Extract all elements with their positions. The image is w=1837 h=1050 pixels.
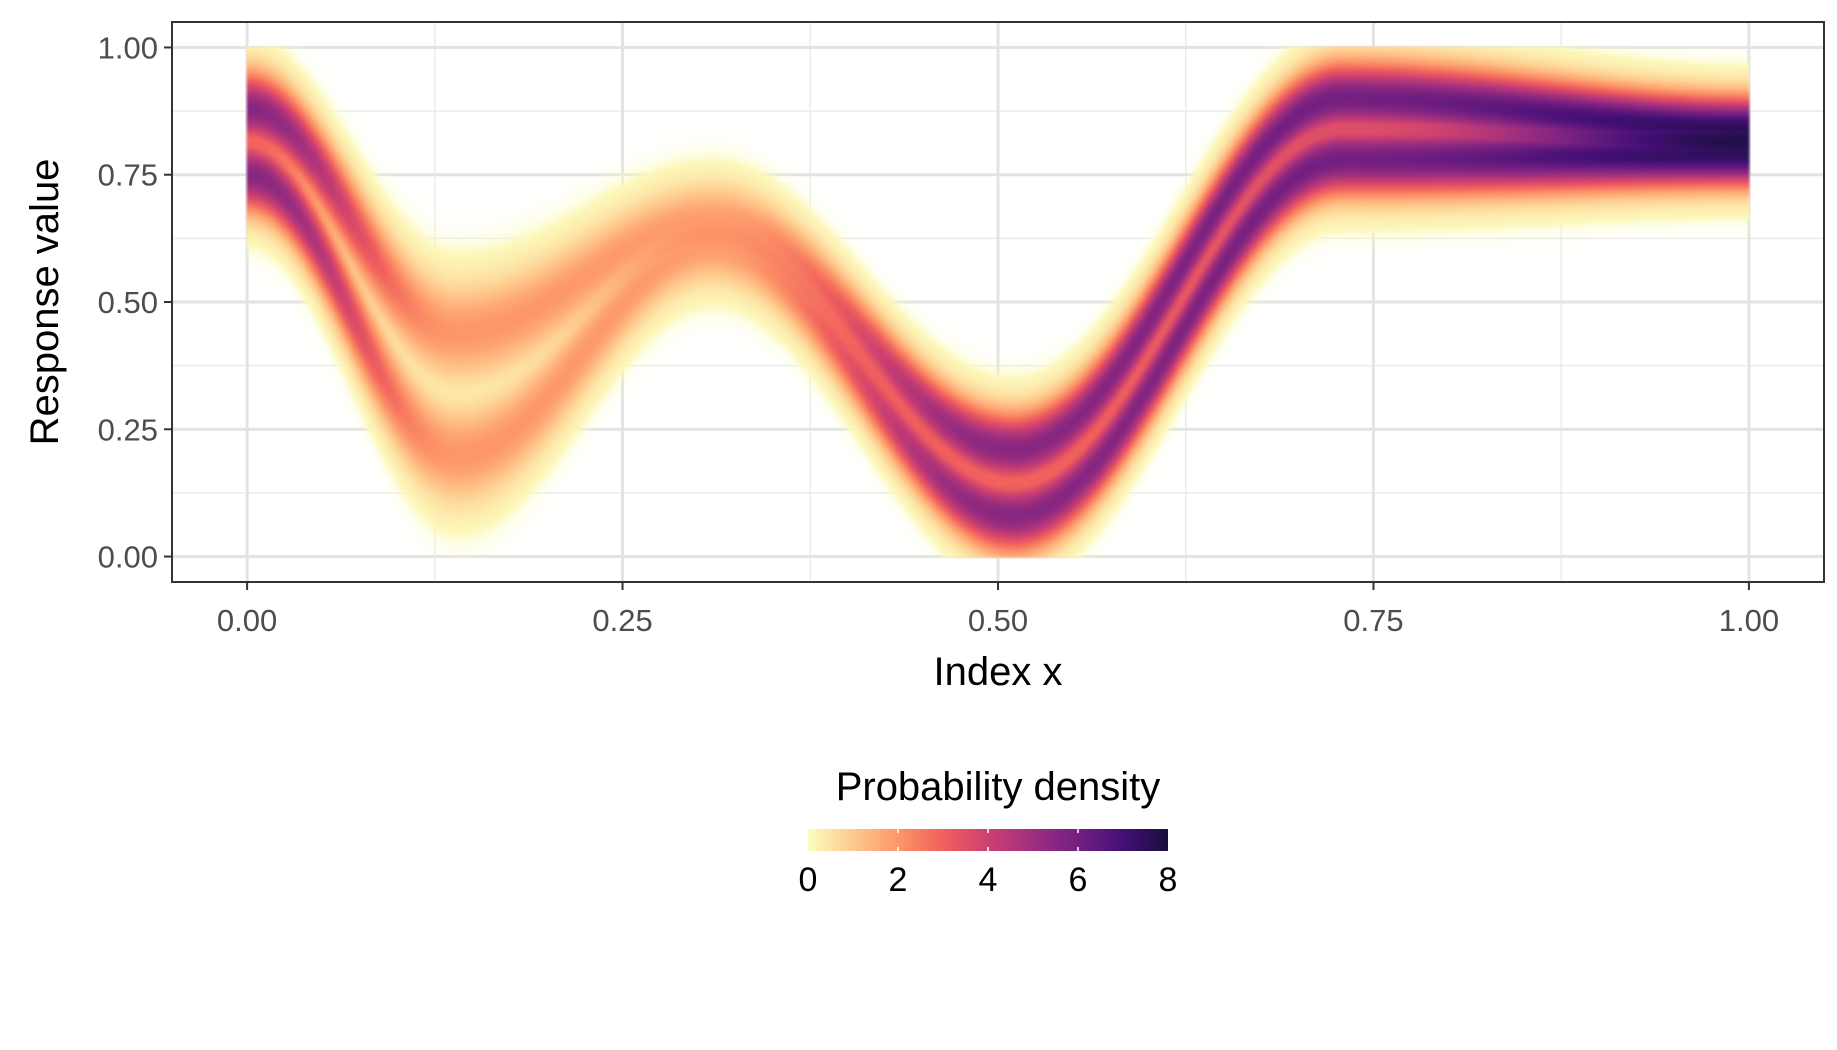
axes: 0.00 0.25 0.50 0.75 1.00 0.00 0.25 0.50 0.75 1.00	[98, 30, 1779, 638]
legend-tick-label: 8	[1159, 861, 1178, 899]
y-axis-title: Response value	[23, 159, 67, 446]
legend-tick-label: 0	[799, 861, 818, 899]
x-tick-label: 0.25	[592, 603, 652, 638]
x-tick-label: 0.00	[217, 603, 277, 638]
y-tick-label: 0.00	[98, 540, 158, 575]
y-tick-label: 0.75	[98, 158, 158, 193]
y-tick-label: 0.50	[98, 285, 158, 320]
y-tick-label: 1.00	[98, 30, 158, 65]
x-axis-title: Index x	[934, 650, 1063, 694]
legend-title: Probability density	[836, 765, 1161, 809]
x-tick-label: 0.75	[1343, 603, 1403, 638]
legend-ticks: 0 2 4 6 8	[799, 829, 1178, 899]
density-heatmap	[172, 22, 1824, 582]
legend-tick-label: 2	[889, 861, 908, 899]
y-tick-label: 0.25	[98, 412, 158, 447]
x-tick-label: 0.50	[968, 603, 1028, 638]
legend-tick-label: 4	[979, 861, 998, 899]
legend-tick-label: 6	[1069, 861, 1088, 899]
x-tick-label: 1.00	[1719, 603, 1779, 638]
legend-colorbar	[808, 829, 1168, 851]
legend: Probability density 0 2 4 6 8	[799, 765, 1178, 899]
